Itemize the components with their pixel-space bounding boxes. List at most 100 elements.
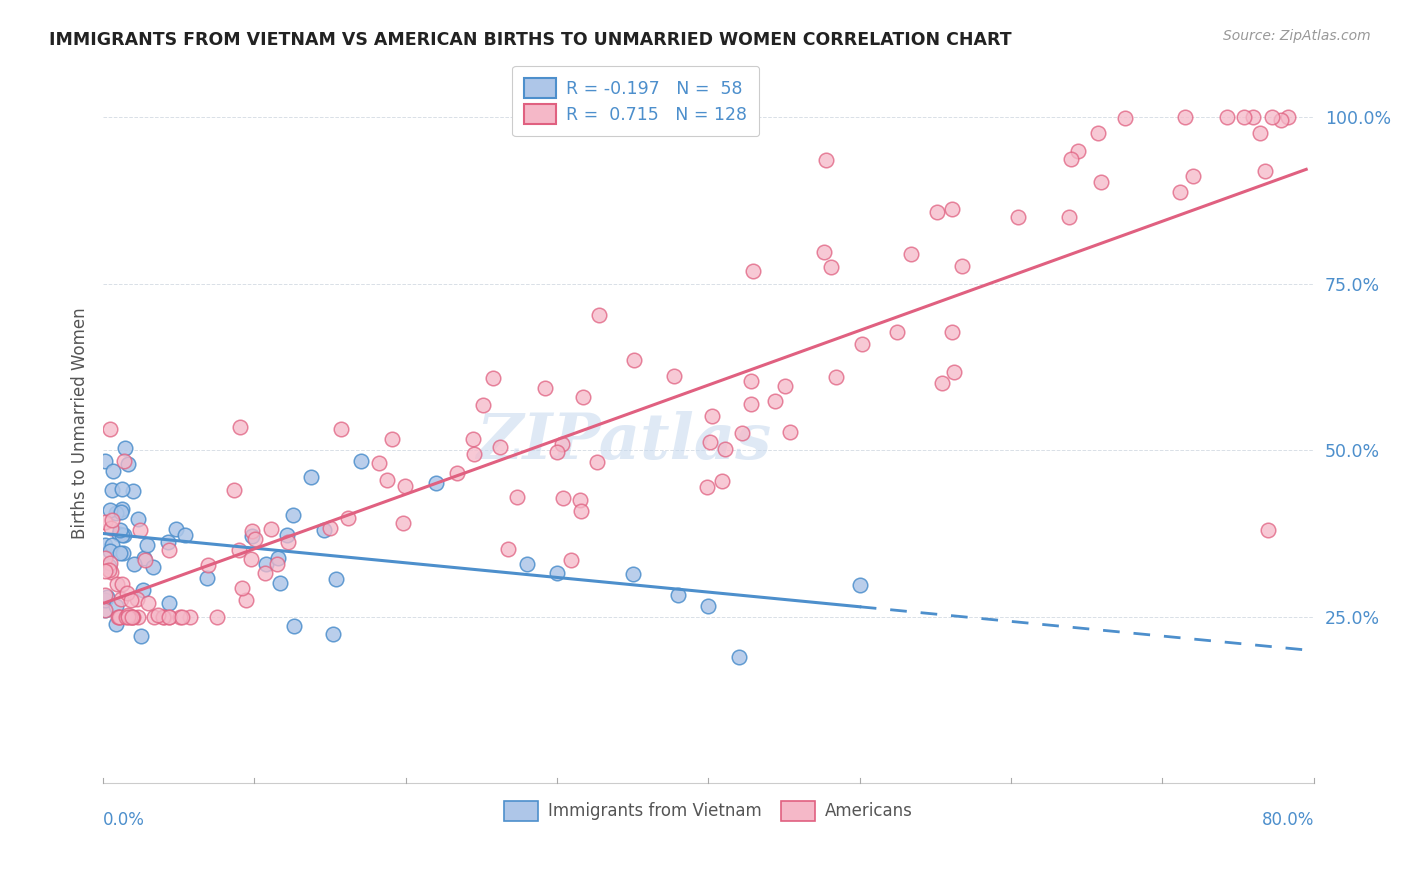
Point <box>108 526 131 541</box>
Point <box>110 482 132 496</box>
Point <box>94 453 117 467</box>
Point <box>299 470 322 484</box>
Point <box>157 596 180 610</box>
Text: ZIPatlas: ZIPatlas <box>477 411 772 473</box>
Point <box>266 557 288 571</box>
Point <box>105 577 128 591</box>
Point <box>134 550 156 565</box>
Legend: Immigrants from Vietnam, Americans: Immigrants from Vietnam, Americans <box>496 793 921 829</box>
Point <box>112 546 135 560</box>
Point <box>283 619 305 633</box>
Point <box>101 538 124 552</box>
Point <box>117 458 139 472</box>
Point <box>243 532 266 546</box>
Point <box>1087 126 1109 140</box>
Point <box>368 456 391 470</box>
Point <box>381 432 404 446</box>
Point <box>173 527 195 541</box>
Point <box>1216 111 1239 125</box>
Point <box>1182 169 1205 184</box>
Point <box>900 247 922 261</box>
Point <box>111 528 134 542</box>
Point <box>1060 152 1083 166</box>
Point <box>129 629 152 643</box>
Point <box>546 566 568 580</box>
Point <box>108 609 131 624</box>
Point <box>98 422 121 436</box>
Point <box>1249 126 1271 140</box>
Point <box>623 352 645 367</box>
Point <box>94 602 117 616</box>
Point <box>165 522 187 536</box>
Point <box>100 521 122 535</box>
Point <box>121 609 143 624</box>
Point <box>98 556 121 570</box>
Point <box>496 542 519 557</box>
Point <box>103 464 125 478</box>
Point <box>152 609 174 624</box>
Point <box>112 454 135 468</box>
Point <box>240 551 263 566</box>
Point <box>1277 111 1299 125</box>
Point <box>886 325 908 339</box>
Point <box>1233 111 1256 125</box>
Point <box>1007 211 1029 225</box>
Point <box>111 502 134 516</box>
Point <box>122 483 145 498</box>
Point <box>377 473 399 487</box>
Point <box>112 528 135 542</box>
Point <box>153 609 176 624</box>
Point <box>136 538 159 552</box>
Point <box>120 609 142 624</box>
Point <box>697 599 720 613</box>
Point <box>1168 185 1191 199</box>
Point <box>463 447 485 461</box>
Point <box>1261 111 1284 125</box>
Point <box>560 553 582 567</box>
Point <box>117 609 139 624</box>
Point <box>110 592 132 607</box>
Point <box>224 483 246 498</box>
Point <box>132 582 155 597</box>
Point <box>100 566 122 580</box>
Point <box>1057 211 1080 225</box>
Point <box>325 572 347 586</box>
Point <box>105 506 128 520</box>
Point <box>254 566 277 580</box>
Point <box>1241 111 1264 125</box>
Point <box>128 523 150 537</box>
Point <box>96 590 118 604</box>
Point <box>93 588 115 602</box>
Point <box>142 609 165 624</box>
Point <box>260 522 283 536</box>
Point <box>108 523 131 537</box>
Point <box>731 425 754 440</box>
Point <box>588 308 610 322</box>
Point <box>157 542 180 557</box>
Point <box>157 609 180 624</box>
Point <box>179 609 201 624</box>
Point <box>266 551 288 566</box>
Point <box>104 599 127 614</box>
Point <box>394 479 416 493</box>
Point <box>93 550 115 565</box>
Point <box>329 422 352 436</box>
Point <box>815 153 838 168</box>
Point <box>621 566 644 581</box>
Point <box>740 375 762 389</box>
Point <box>569 504 592 518</box>
Point <box>551 437 574 451</box>
Point <box>1090 175 1112 189</box>
Point <box>121 609 143 624</box>
Point <box>727 650 749 665</box>
Point <box>110 505 132 519</box>
Point <box>98 559 121 574</box>
Point <box>276 527 298 541</box>
Point <box>696 480 718 494</box>
Text: 0.0%: 0.0% <box>103 811 145 830</box>
Point <box>115 609 138 624</box>
Point <box>461 433 484 447</box>
Point <box>425 475 447 490</box>
Point <box>1114 112 1136 126</box>
Point <box>849 578 872 592</box>
